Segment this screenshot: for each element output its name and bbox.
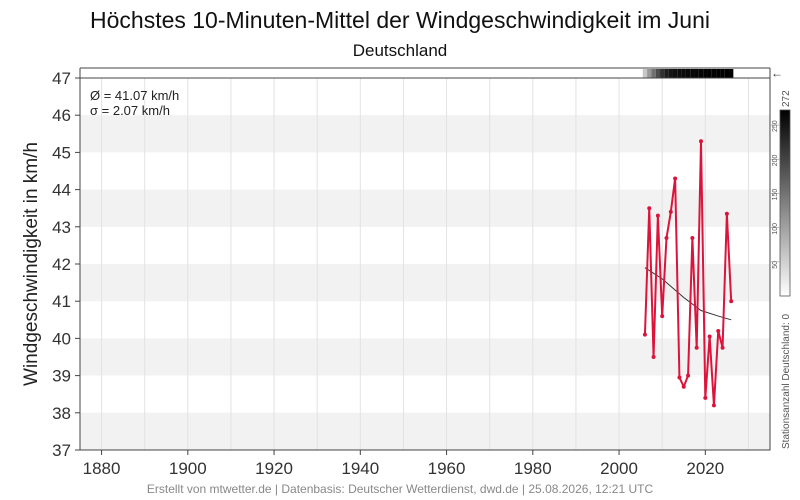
station-strip-cell (677, 69, 682, 78)
data-point (681, 384, 686, 389)
x-tick-label: 1880 (83, 459, 121, 478)
grid-band (80, 338, 770, 376)
data-point (686, 373, 691, 378)
data-point (703, 395, 708, 400)
station-strip-cell (664, 69, 669, 78)
x-tick-label: 1920 (255, 459, 293, 478)
data-point (647, 206, 652, 211)
vertical-grid (101, 78, 749, 450)
y-tick-label: 44 (52, 181, 71, 200)
y-tick-label: 43 (52, 218, 71, 237)
trend-line (644, 267, 732, 321)
y-tick-label: 47 (52, 69, 71, 88)
colorbar-tick-label: 100 (772, 223, 779, 235)
colorbar-tick-label: 150 (772, 189, 779, 201)
data-point (699, 139, 703, 144)
y-axis-ticks: 37 38 39 40 41 42 43 44 45 46 47 (52, 69, 80, 460)
stat-mean: Ø = 41.07 km/h (90, 88, 179, 103)
station-strip-cell (724, 69, 730, 78)
colorbar (779, 109, 791, 297)
y-tick-label: 38 (52, 404, 71, 423)
colorbar-tick-label: 200 (772, 154, 779, 166)
station-strip-cell (651, 69, 656, 78)
x-tick-label: 2000 (600, 459, 638, 478)
data-point (660, 314, 665, 319)
station-strip-cell (716, 69, 721, 78)
data-point (642, 332, 647, 337)
x-tick-label: 1960 (428, 459, 466, 478)
data-point (716, 328, 721, 333)
station-strip-cell (729, 69, 734, 78)
footer-credit: Erstellt von mtwetter.de | Datenbasis: D… (147, 482, 654, 496)
station-strip-cell (690, 69, 695, 78)
station-strip-cell (647, 69, 652, 78)
station-strip-cell (660, 69, 665, 78)
colorbar-tick-label: 50 (772, 261, 779, 269)
data-point (655, 213, 660, 218)
station-strip-cell (720, 69, 725, 78)
chart-title: Höchstes 10-Minuten-Mittel der Windgesch… (90, 7, 710, 33)
station-strip-cell (672, 69, 678, 78)
station-strip-cell (685, 69, 691, 78)
data-point (729, 299, 734, 304)
station-strip-cell (694, 69, 699, 78)
data-point (664, 235, 669, 240)
chart-subtitle: Deutschland (353, 41, 448, 60)
colorbar-tick-label: 250 (772, 120, 779, 132)
colorbar-max-label: 272 (781, 90, 792, 107)
station-strip-cell (707, 69, 712, 78)
station-strip-cell (681, 69, 686, 78)
y-tick-label: 40 (52, 329, 71, 348)
colorbar-label: Stationsanzahl Deutschland: 0 (781, 313, 792, 449)
data-point (724, 211, 729, 216)
grid-band (80, 189, 770, 227)
series-layer (642, 139, 734, 408)
grid-band (80, 412, 770, 450)
station-strip-cell (711, 69, 717, 78)
x-tick-label: 1980 (514, 459, 552, 478)
data-point (690, 235, 695, 240)
x-tick-label: 1900 (169, 459, 207, 478)
y-tick-label: 46 (52, 106, 71, 125)
data-point (707, 334, 712, 339)
y-tick-label: 45 (52, 143, 71, 162)
y-axis-label: Windgeschwindigkeit in km/h (21, 142, 42, 386)
station-strip-cell (698, 69, 704, 78)
station-strip-cell (703, 69, 708, 78)
y-tick-label: 41 (52, 292, 71, 311)
grid-band (80, 115, 770, 153)
station-strip-cell (642, 69, 648, 78)
stat-sd: σ = 2.07 km/h (90, 103, 170, 118)
y-tick-label: 42 (52, 255, 71, 274)
strip-arrow-icon: ← (771, 66, 783, 80)
data-point (694, 345, 699, 350)
trend-line-layer (644, 267, 732, 321)
station-strip-cell (668, 69, 673, 78)
data-point (668, 209, 673, 214)
x-tick-label: 2020 (686, 459, 724, 478)
colorbar-ticks: 50 100 150 200 250 (770, 120, 780, 269)
y-tick-label: 39 (52, 367, 71, 386)
x-tick-label: 1940 (341, 459, 379, 478)
x-axis-ticks: 1880 1900 1920 1940 1960 1980 2000 2020 (83, 450, 724, 478)
data-point (677, 375, 682, 380)
data-point (651, 355, 656, 359)
data-point (673, 176, 678, 181)
data-point (720, 345, 725, 350)
data-point (711, 403, 716, 408)
y-tick-label: 37 (52, 441, 71, 460)
station-strip-cell (655, 69, 661, 78)
station-count-strip (642, 69, 734, 78)
